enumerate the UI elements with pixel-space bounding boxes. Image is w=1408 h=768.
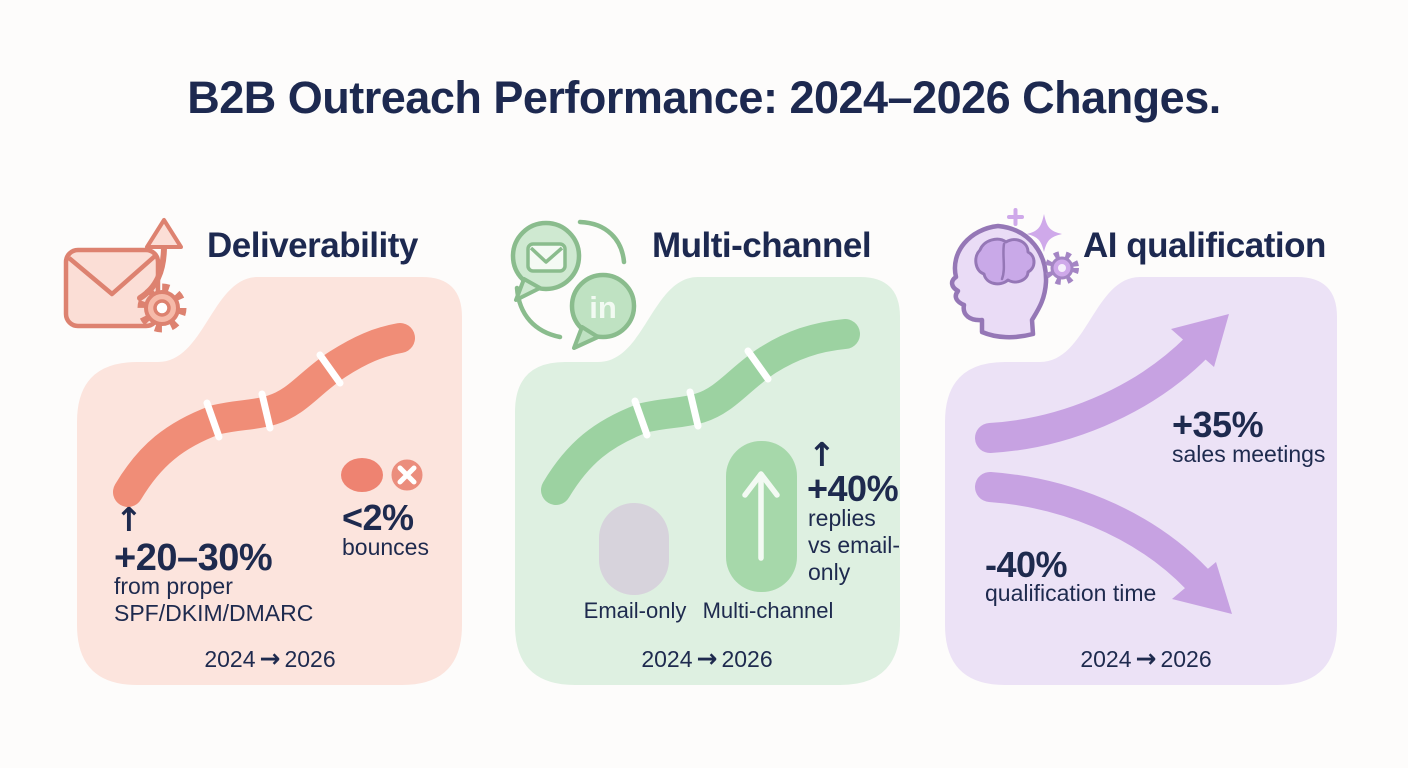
panel2-heading: Multi-channel: [652, 226, 872, 265]
ai-brain-head-icon: [949, 208, 1079, 340]
panel-deliverability-graphics: [63, 218, 462, 685]
plus-icon: [1007, 208, 1024, 226]
panel1-timeline: 2024 → 2026: [204, 644, 336, 673]
panel3-down-value: -40%: [985, 544, 1068, 585]
panel3-timeline: 2024 → 2026: [1080, 644, 1212, 673]
panel2-primary-caption: replies vs email- only: [808, 505, 901, 585]
send-arrow-head: [145, 218, 183, 249]
loop-arc-top: [577, 219, 627, 265]
panel2-trend-curve: [541, 319, 860, 505]
x-icon: [397, 465, 417, 485]
panel3-background: [945, 277, 1337, 685]
linkedin-in-glyph: in: [589, 290, 617, 325]
ai-gear-hole: [1058, 264, 1066, 272]
panel2-curve-segment-gaps: [631, 347, 772, 439]
email-bubble-tail: [514, 277, 542, 302]
email-linkedin-loop-icon: in: [510, 219, 637, 350]
panel-multichannel-graphics: in: [510, 219, 900, 685]
page-title: B2B Outreach Performance: 2024–2026 Chan…: [187, 72, 1221, 123]
panel3-down-caption: qualification time: [985, 580, 1157, 606]
linkedin-bubble-tail: [572, 325, 600, 350]
brain-fold: [1000, 242, 1006, 281]
panel3-up-caption: sales meetings: [1172, 441, 1326, 467]
up-arrow-icon: ↑: [808, 435, 836, 474]
gear-hole: [153, 299, 171, 317]
right-arrow-icon: →: [259, 644, 281, 673]
panel1-trend-curve: [113, 323, 415, 507]
panel1-heading: Deliverability: [207, 226, 418, 265]
panel1-primary-caption: from proper SPF/DKIM/DMARC: [114, 573, 314, 626]
panel1-primary-value: +20–30%: [114, 537, 273, 579]
bubble-envelope-flap: [529, 246, 564, 264]
bounce-dots: [341, 456, 426, 494]
panel1-background: [77, 277, 462, 685]
panel1-curve-segment-gaps: [203, 351, 344, 441]
meetings-up-arrow: [975, 332, 1212, 453]
sparkle-icon: [1027, 214, 1062, 252]
multi-channel-label: Multi-channel: [702, 598, 834, 623]
email-send-gear-icon: [63, 218, 187, 333]
send-arrow-shaft: [137, 243, 167, 301]
email-only-bar: [599, 503, 669, 595]
right-arrow-icon: →: [1135, 644, 1157, 673]
gear-teeth: [137, 283, 187, 333]
panel3-up-value: +35%: [1172, 404, 1264, 445]
panel2-primary-value: +40%: [807, 468, 899, 509]
linkedin-bubble: [569, 272, 637, 340]
bounce-dot: [341, 458, 383, 492]
bubble-envelope: [526, 242, 567, 273]
right-arrow-icon: →: [696, 644, 718, 673]
email-only-label: Email-only: [583, 598, 687, 623]
time-down-arrow-head: [1172, 562, 1232, 614]
meetings-up-arrow-head: [1171, 314, 1229, 367]
panel1-secondary-value: <2%: [342, 497, 414, 538]
panel-ai-qualification-graphics: [945, 208, 1337, 685]
ai-gear-teeth: [1045, 251, 1079, 285]
up-arrow-icon: ↑: [115, 500, 143, 539]
bar-up-arrow-icon: [742, 471, 780, 561]
panel3-heading: AI qualification: [1083, 226, 1326, 265]
envelope-flap: [67, 254, 157, 297]
panel1-secondary-caption: bounces: [342, 534, 429, 560]
time-down-arrow: [975, 472, 1212, 594]
panel2-timeline: 2024 → 2026: [641, 644, 773, 673]
